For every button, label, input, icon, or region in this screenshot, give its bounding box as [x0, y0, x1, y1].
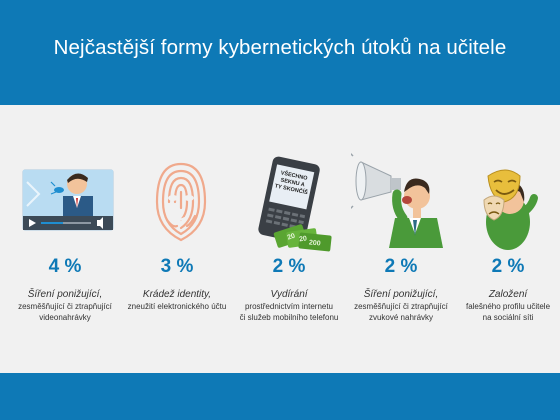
stat-desc-line: na sociální síti: [482, 313, 534, 322]
bill-value: 200: [309, 239, 321, 247]
stat-label: Založení: [488, 289, 528, 300]
video-player-icon: [15, 142, 115, 254]
stat-label: Vydírání: [270, 289, 308, 300]
stat-item-extortion: VŠECHNO SEKNU A TY SKONČÍŠ 20 20 200 2 %…: [233, 130, 345, 370]
stat-desc-line: prostřednictvím internetu: [244, 302, 334, 311]
bill-value: 20: [287, 233, 297, 242]
stat-item-identity: 3 % Krádež identity, zneužití elektronic…: [121, 130, 233, 370]
stat-item-video: 4 % Šíření ponižující, zesměšňující či z…: [9, 130, 121, 370]
stat-label: Šíření ponižující,: [363, 289, 439, 300]
phone-money-icon: VŠECHNO SEKNU A TY SKONČÍŠ 20 20 200: [239, 142, 339, 254]
fingerprint-face-icon: [127, 142, 227, 254]
stat-label: Šíření ponižující,: [27, 289, 103, 300]
stat-desc-line: zesměšňující či ztrapňující: [18, 302, 112, 311]
stat-description: Krádež identity, zneužití elektronického…: [121, 289, 233, 312]
stat-item-fake-profile: 2 % Založení falešného profilu učitele n…: [452, 130, 560, 370]
stat-desc-line: videonahrávky: [39, 313, 91, 322]
stat-description: Vydírání prostřednictvím internetu či sl…: [233, 289, 345, 323]
stat-item-audio: 2 % Šíření ponižující, zesměšňující či z…: [345, 130, 457, 370]
stat-desc-line: zvukové nahrávky: [368, 313, 434, 322]
stat-desc-line: falešného profilu učitele: [465, 302, 551, 311]
theatre-masks-icon: [458, 142, 558, 254]
stat-desc-line: zneužití elektronického účtu: [127, 302, 227, 311]
percent-value: 2 %: [272, 256, 306, 277]
stat-desc-line: či služeb mobilního telefonu: [239, 313, 339, 322]
stat-description: Šíření ponižující, zesměšňující či ztrap…: [345, 289, 457, 323]
megaphone-man-icon: [346, 142, 451, 254]
percent-value: 2 %: [491, 256, 525, 277]
page-title: Nejčastější formy kybernetických útoků n…: [53, 36, 507, 59]
stat-description: Šíření ponižující, zesměšňující či ztrap…: [9, 289, 121, 323]
stat-description: Založení falešného profilu učitele na so…: [452, 289, 560, 323]
percent-value: 4 %: [48, 256, 82, 277]
phone-message-line: SEKNU A: [280, 177, 305, 188]
bill-value: 20: [299, 235, 308, 243]
stat-label: Krádež identity,: [142, 289, 212, 300]
footer-banner: [0, 373, 560, 420]
stat-desc-line: zesměšňující či ztrapňující: [354, 302, 448, 311]
money-bills: 20 20 200: [273, 224, 332, 252]
header-banner: Nejčastější formy kybernetických útoků n…: [0, 0, 560, 105]
percent-value: 3 %: [160, 256, 194, 277]
percent-value: 2 %: [384, 256, 418, 277]
